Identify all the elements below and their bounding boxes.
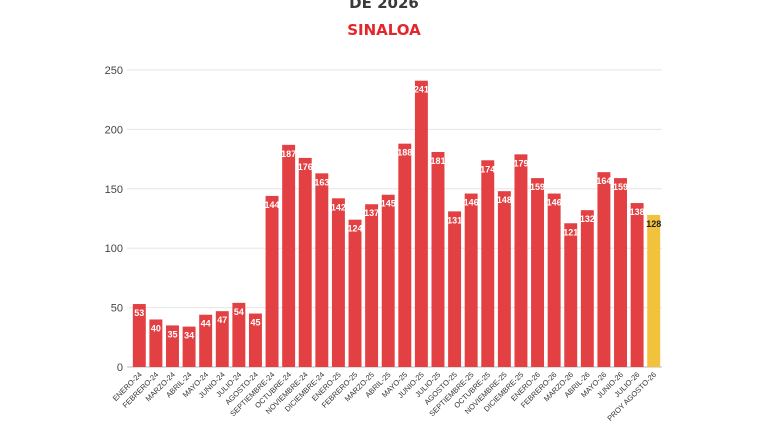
- bar: [414, 80, 428, 367]
- data-label: 164: [596, 176, 611, 186]
- bar: [182, 326, 196, 367]
- data-label: 137: [364, 208, 379, 218]
- data-label: 187: [281, 149, 296, 159]
- bar: [265, 195, 279, 367]
- bar: [315, 173, 329, 367]
- data-label: 128: [646, 219, 661, 229]
- data-label: 47: [217, 315, 227, 325]
- data-label: 142: [331, 202, 346, 212]
- data-label: 132: [580, 214, 595, 224]
- bar: [597, 172, 611, 367]
- data-label: 148: [497, 195, 512, 205]
- bar: [464, 193, 478, 367]
- bar: [348, 219, 362, 367]
- bar: [630, 203, 644, 367]
- bar: [248, 313, 262, 367]
- bar: [215, 311, 229, 367]
- bar: [431, 151, 445, 367]
- bar: [481, 160, 495, 367]
- chart-title-line-1: DE 2026: [349, 0, 419, 12]
- data-label: 146: [547, 198, 562, 208]
- bar: [497, 191, 511, 367]
- y-tick-label: 100: [105, 243, 123, 255]
- bar: [580, 210, 594, 367]
- y-tick-label: 250: [105, 65, 123, 77]
- data-label: 163: [314, 177, 329, 187]
- y-tick-label: 200: [105, 124, 123, 136]
- data-label: 144: [265, 200, 280, 210]
- y-tick-label: 50: [111, 303, 123, 315]
- y-tick-label: 150: [105, 184, 123, 196]
- data-label: 35: [167, 329, 177, 339]
- bar: [132, 304, 146, 367]
- data-label: 131: [447, 215, 462, 225]
- data-label: 124: [348, 224, 363, 234]
- bar: [614, 178, 627, 367]
- bar: [199, 314, 213, 367]
- bar: [547, 193, 561, 367]
- bar: [232, 302, 246, 367]
- bar: [381, 194, 395, 367]
- data-label: 121: [563, 227, 578, 237]
- bar: [149, 319, 163, 367]
- data-label: 179: [513, 158, 528, 168]
- data-label: 159: [530, 182, 545, 192]
- bar: [531, 178, 545, 367]
- data-label: 45: [250, 318, 260, 328]
- data-label: 54: [234, 307, 244, 317]
- data-label: 40: [151, 323, 161, 333]
- bar: [166, 325, 179, 367]
- bar: [514, 154, 528, 367]
- data-label: 188: [397, 148, 412, 158]
- bar: [647, 214, 661, 367]
- data-label: 174: [480, 164, 495, 174]
- y-tick-label: 0: [117, 362, 123, 374]
- data-label: 138: [630, 207, 645, 217]
- bar: [298, 157, 312, 367]
- data-label: 34: [184, 331, 194, 341]
- data-label: 176: [298, 162, 313, 172]
- data-label: 44: [201, 319, 211, 329]
- bar: [448, 211, 462, 367]
- data-label: 145: [381, 199, 396, 209]
- bar: [331, 198, 345, 367]
- data-label: 146: [464, 198, 479, 208]
- bar: [365, 204, 379, 367]
- chart-title-line-2: SINALOA: [347, 21, 421, 39]
- bar: [398, 143, 412, 367]
- data-label: 181: [430, 156, 445, 166]
- data-label: 241: [414, 85, 429, 95]
- data-label: 159: [613, 182, 628, 192]
- data-label: 53: [134, 308, 144, 318]
- bar: [564, 223, 578, 367]
- bar: [282, 144, 296, 367]
